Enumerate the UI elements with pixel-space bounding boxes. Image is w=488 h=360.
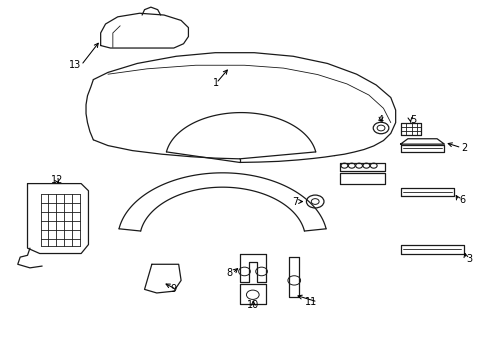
Text: 3: 3 xyxy=(466,254,471,264)
Text: 6: 6 xyxy=(458,195,464,206)
Text: 5: 5 xyxy=(409,115,416,125)
Text: 11: 11 xyxy=(305,297,317,307)
Text: 10: 10 xyxy=(246,300,259,310)
Text: 2: 2 xyxy=(461,143,467,153)
Text: 7: 7 xyxy=(291,197,298,207)
Text: 13: 13 xyxy=(69,60,81,70)
Text: 9: 9 xyxy=(170,284,176,294)
Text: 4: 4 xyxy=(377,115,383,125)
Text: 12: 12 xyxy=(50,175,63,185)
Text: 1: 1 xyxy=(213,78,219,88)
Text: 8: 8 xyxy=(226,268,232,278)
